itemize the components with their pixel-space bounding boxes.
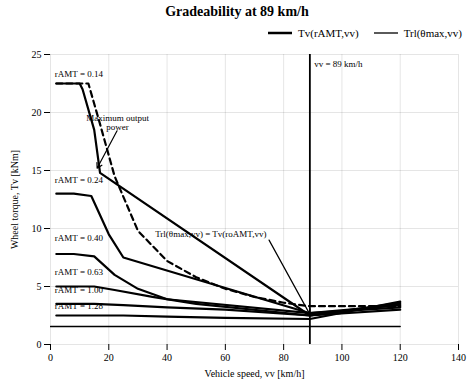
svg-text:rAMT = 0.14: rAMT = 0.14 [55,69,104,79]
svg-text:10: 10 [32,223,42,234]
svg-text:rAMT = 0.63: rAMT = 0.63 [55,267,104,277]
svg-text:Trl(θmax,vv) = Tv(roAMT,vv): Trl(θmax,vv) = Tv(roAMT,vv) [155,229,266,239]
svg-text:15: 15 [32,165,42,176]
svg-text:60: 60 [220,352,230,363]
svg-text:rAMT = 1.00: rAMT = 1.00 [55,285,104,295]
svg-text:Wheel torque, Tv [kNm]: Wheel torque, Tv [kNm] [9,150,20,249]
html-text:Gradeability at 89 km/h: Gradeability at 89 km/h [165,4,309,19]
svg-text:Vehicle speed, vv [km/h]: Vehicle speed, vv [km/h] [205,368,305,379]
svg-text:rAMT = 0.24: rAMT = 0.24 [55,175,104,185]
svg-text:80: 80 [279,352,289,363]
svg-text:20: 20 [104,352,114,363]
svg-text:25: 25 [32,49,42,60]
svg-text:rAMT = 0.40: rAMT = 0.40 [55,233,104,243]
html-text:Trl(θmax,vv): Trl(θmax,vv) [403,27,462,39]
svg-text:140: 140 [451,352,466,363]
svg-text:40: 40 [162,352,172,363]
svg-text:0: 0 [48,352,53,363]
svg-text:20: 20 [32,107,42,118]
html-text:Tv(rAMT,vv): Tv(rAMT,vv) [298,27,359,39]
svg-text:100: 100 [334,352,349,363]
svg-text:0: 0 [37,339,42,350]
svg-text:120: 120 [393,352,408,363]
svg-text:5: 5 [37,281,42,292]
svg-text:vv = 89 km/h: vv = 89 km/h [314,59,363,69]
svg-text:rAMT = 1.28: rAMT = 1.28 [55,301,104,311]
svg-text:Maximum outputpower: Maximum outputpower [86,113,149,132]
